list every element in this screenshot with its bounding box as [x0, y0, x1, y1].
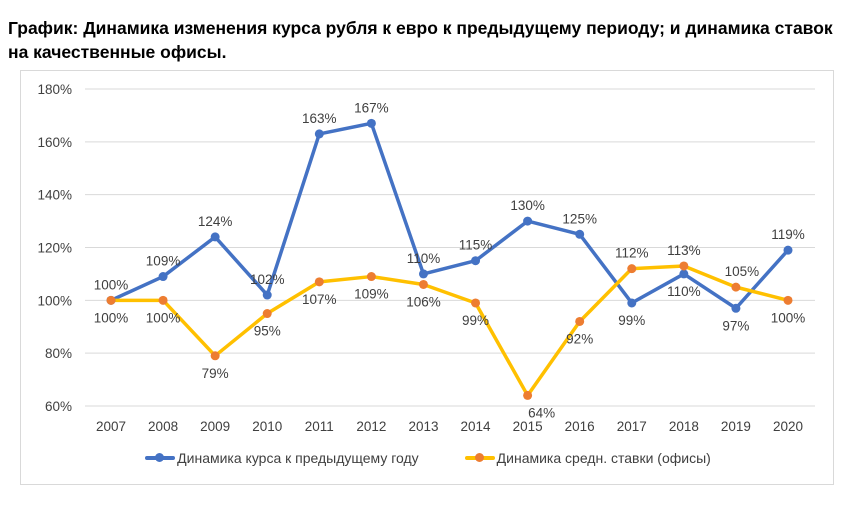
data-point	[314, 129, 324, 139]
data-label: 106%	[406, 294, 441, 309]
data-point	[210, 351, 220, 361]
data-label: 124%	[198, 214, 233, 229]
data-point	[731, 303, 741, 313]
series-line-0	[110, 121, 790, 311]
y-tick-label: 180%	[37, 82, 72, 97]
data-label: 110%	[667, 284, 701, 299]
data-label: 97%	[722, 318, 749, 333]
data-label: 130%	[510, 198, 545, 213]
data-point	[210, 232, 220, 242]
x-tick-label: 2015	[513, 419, 543, 434]
data-label: 95%	[254, 324, 281, 339]
data-label: 119%	[771, 227, 805, 242]
data-label: 163%	[302, 111, 337, 126]
data-label: 109%	[146, 254, 181, 269]
data-label: 102%	[250, 272, 285, 287]
data-point	[366, 272, 376, 282]
x-tick-label: 2011	[305, 419, 334, 434]
y-tick-label: 140%	[37, 188, 72, 203]
x-tick-label: 2018	[669, 419, 699, 434]
x-tick-label: 2010	[252, 419, 282, 434]
data-label: 64%	[528, 405, 555, 420]
data-label: 99%	[462, 313, 489, 328]
chart-frame	[20, 70, 834, 485]
x-tick-label: 2008	[148, 419, 178, 434]
data-label: 100%	[771, 310, 806, 325]
chart-title: График: Динамика изменения курса рубля к…	[8, 18, 833, 62]
data-label: 105%	[725, 264, 760, 279]
x-tick-label: 2013	[408, 419, 438, 434]
data-point	[106, 295, 116, 305]
data-point	[158, 295, 168, 305]
series-line-1	[111, 264, 789, 398]
data-label: 109%	[354, 287, 389, 302]
data-point	[679, 269, 689, 279]
x-tick-label: 2014	[461, 419, 492, 434]
x-tick-label: 2019	[721, 419, 751, 434]
data-point	[575, 229, 585, 239]
data-label: 167%	[354, 100, 389, 115]
x-tick-label: 2009	[200, 419, 230, 434]
data-point	[523, 390, 533, 400]
data-label: 100%	[94, 277, 129, 292]
data-point	[523, 216, 533, 226]
data-point	[627, 298, 637, 308]
data-point	[575, 316, 585, 326]
data-point	[158, 272, 168, 282]
y-tick-label: 80%	[45, 346, 72, 361]
data-point	[783, 295, 793, 305]
x-tick-label: 2016	[565, 419, 595, 434]
legend-blue-line-icon	[145, 453, 176, 462]
data-label: 107%	[302, 292, 337, 307]
data-label: 79%	[202, 366, 229, 381]
data-label: 112%	[615, 246, 649, 261]
data-point	[366, 118, 376, 128]
y-tick-label: 160%	[37, 135, 72, 150]
data-point	[627, 264, 637, 274]
data-label: 100%	[146, 310, 181, 325]
data-label: 115%	[459, 238, 493, 253]
x-tick-label: 2007	[96, 419, 126, 434]
data-point	[262, 290, 272, 300]
data-label: 125%	[562, 211, 597, 226]
data-label: 100%	[94, 310, 129, 325]
data-point	[731, 282, 741, 292]
data-label: 113%	[667, 243, 701, 258]
x-tick-label: 2020	[773, 419, 803, 434]
data-point	[262, 309, 272, 319]
data-point	[471, 298, 481, 308]
data-point	[314, 277, 324, 287]
legend: Динамика курса к предыдущему году Динами…	[0, 450, 856, 466]
data-label: 110%	[407, 251, 441, 266]
data-point	[471, 256, 481, 266]
data-point	[783, 245, 793, 255]
y-tick-label: 120%	[37, 241, 72, 256]
legend-orange-line-icon	[464, 453, 495, 462]
y-tick-label: 100%	[37, 293, 72, 308]
legend-label: Динамика средн. ставки (офисы)	[496, 450, 711, 466]
data-point	[418, 269, 428, 279]
y-tick-label: 60%	[45, 399, 72, 414]
legend-label: Динамика курса к предыдущему году	[177, 450, 419, 466]
x-tick-label: 2012	[356, 419, 386, 434]
legend-item-offices[interactable]: Динамика средн. ставки (офисы)	[464, 450, 711, 466]
data-label: 92%	[566, 331, 593, 346]
legend-item-rate[interactable]: Динамика курса к предыдущему году	[145, 450, 419, 466]
data-label: 99%	[618, 313, 645, 328]
data-point	[418, 279, 428, 289]
data-point	[679, 261, 689, 271]
x-tick-label: 2017	[617, 419, 647, 434]
